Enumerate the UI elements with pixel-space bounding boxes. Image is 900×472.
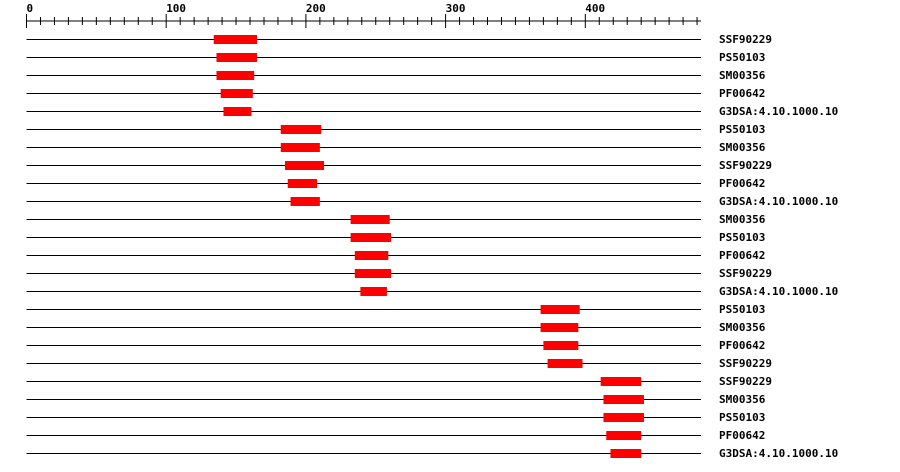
track-label: PS50103 (719, 51, 765, 64)
domain-bar (350, 215, 390, 224)
domain-bar (220, 89, 253, 98)
track-label: SM00356 (719, 393, 766, 406)
track-label: SSF90229 (719, 33, 772, 46)
track-label: PS50103 (719, 411, 765, 424)
track-label: G3DSA:4.10.1000.10 (719, 105, 838, 118)
domain-bar (354, 269, 392, 278)
track-label: PF00642 (719, 339, 765, 352)
domain-bar (216, 71, 255, 80)
domain-bar (606, 431, 642, 440)
track-label: PF00642 (719, 177, 765, 190)
domain-bar (547, 359, 583, 368)
tick-label: 300 (446, 2, 466, 15)
domain-bar (540, 323, 579, 332)
track-label: PS50103 (719, 123, 765, 136)
domain-bar (280, 143, 320, 152)
domain-bar (350, 233, 392, 242)
domain-bar (603, 395, 644, 404)
track-label: PF00642 (719, 429, 765, 442)
domain-bar (610, 449, 642, 458)
tick-label: 400 (585, 2, 605, 15)
domain-bar (354, 251, 389, 260)
domain-bar (223, 107, 252, 116)
domain-bar (600, 377, 642, 386)
domain-bar (543, 341, 579, 350)
track-label: SM00356 (719, 69, 766, 82)
domain-bar (603, 413, 644, 422)
tick-label: 0 (27, 2, 34, 15)
track-label: G3DSA:4.10.1000.10 (719, 447, 838, 460)
domain-bar (216, 53, 258, 62)
track-label: PS50103 (719, 231, 765, 244)
track-label: SSF90229 (719, 375, 772, 388)
track-label: SSF90229 (719, 159, 772, 172)
track-label: SM00356 (719, 321, 766, 334)
domain-bar (287, 179, 318, 188)
track-label: PF00642 (719, 87, 765, 100)
tick-label: 200 (306, 2, 326, 15)
domain-bar (540, 305, 580, 314)
tick-label: 100 (166, 2, 186, 15)
domain-bar (280, 125, 322, 134)
track-label: PS50103 (719, 303, 765, 316)
track-label: PF00642 (719, 249, 765, 262)
track-label: G3DSA:4.10.1000.10 (719, 195, 838, 208)
track-label: G3DSA:4.10.1000.10 (719, 285, 838, 298)
track-label: SM00356 (719, 213, 766, 226)
domain-bar (213, 35, 258, 44)
track-label: SSF90229 (719, 267, 772, 280)
domain-bar (284, 161, 325, 170)
domain-bar (290, 197, 320, 206)
track-label: SSF90229 (719, 357, 772, 370)
domain-bar (360, 287, 387, 296)
track-label: SM00356 (719, 141, 766, 154)
